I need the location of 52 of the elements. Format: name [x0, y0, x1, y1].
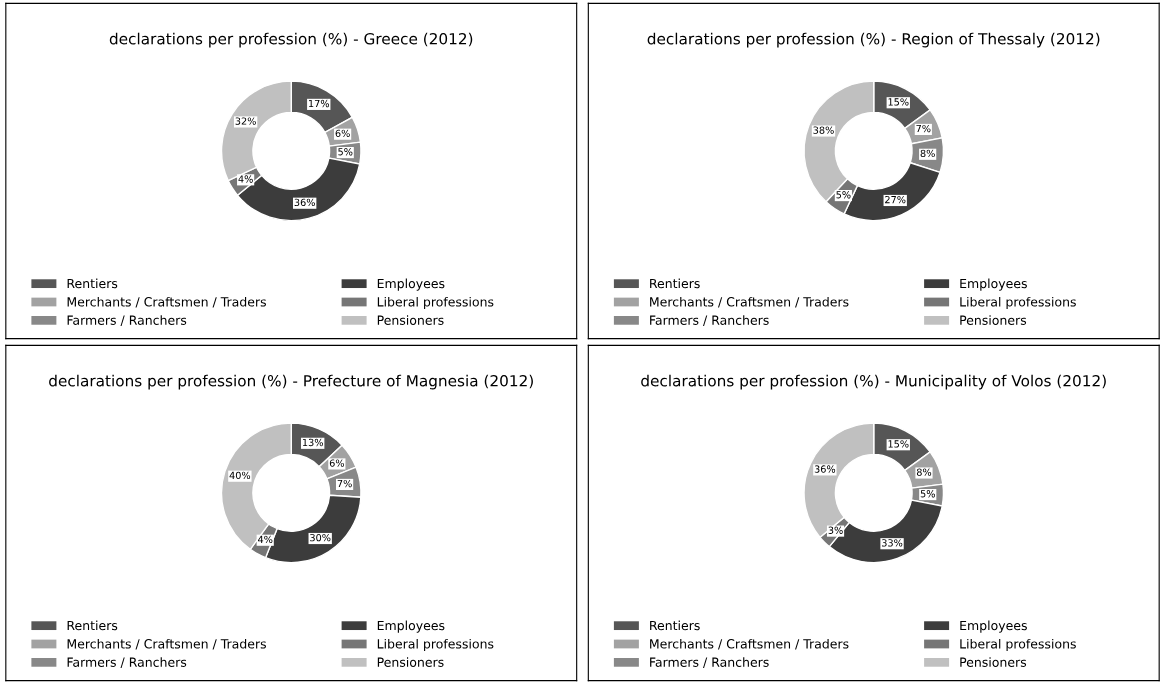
legend-label: Farmers / Ranchers	[650, 315, 769, 326]
legend-label: Rentiers	[650, 620, 700, 631]
legend-label: Merchants / Craftsmen / Traders	[650, 638, 849, 650]
legend-label: Merchants / Craftsmen / Traders	[67, 638, 266, 650]
legend-label: Rentiers	[650, 278, 700, 289]
chart-title: declarations per profession (%) - Greece (2012)	[109, 32, 473, 48]
data-label: 30%	[310, 533, 331, 542]
data-label: 6%	[329, 459, 345, 467]
legend-label: Farmers / Ranchers	[67, 315, 187, 326]
data-label: 15%	[888, 440, 909, 448]
data-label: 5%	[836, 191, 851, 199]
legend-label: Pensioners	[960, 657, 1027, 667]
data-label: 3%	[828, 526, 843, 534]
data-label: 38%	[813, 126, 834, 134]
legend-label: Liberal professions	[960, 296, 1076, 309]
legend-label: Merchants / Craftsmen / Traders	[67, 296, 266, 308]
data-label: 5%	[338, 148, 353, 156]
data-label: 15%	[888, 98, 909, 106]
chart-title: declarations per profession (%) - Region of Thessaly (2012)	[647, 32, 1100, 48]
legend-label: Pensioners	[377, 657, 444, 667]
legend-label: Pensioners	[377, 315, 444, 325]
legend-label: Liberal professions	[377, 638, 494, 651]
data-label: 4%	[257, 535, 273, 544]
data-label: 13%	[302, 438, 323, 447]
legend-label: Rentiers	[67, 620, 118, 631]
data-label: 27%	[885, 195, 906, 204]
data-label: 36%	[294, 198, 315, 207]
data-label: 4%	[238, 175, 253, 183]
legend-label: Merchants / Craftsmen / Traders	[650, 296, 849, 308]
legend-label: Liberal professions	[377, 296, 494, 309]
data-label: 40%	[229, 471, 251, 480]
legend-label: Employees	[377, 620, 445, 633]
legend-label: Liberal professions	[960, 638, 1076, 651]
data-label: 7%	[337, 479, 352, 488]
data-label: 8%	[920, 149, 935, 158]
chart-title: declarations per profession (%) - Prefecture of Magnesia (2012)	[49, 374, 533, 390]
data-label: 36%	[814, 465, 836, 473]
legend-label: Rentiers	[67, 278, 118, 289]
legend-label: Farmers / Ranchers	[67, 657, 187, 668]
data-label: 33%	[881, 539, 903, 547]
data-label: 7%	[916, 124, 931, 133]
legend-label: Employees	[960, 620, 1027, 633]
data-label: 8%	[916, 468, 932, 476]
data-label: 32%	[235, 117, 256, 125]
data-label: 5%	[920, 490, 935, 498]
legend-label: Pensioners	[960, 315, 1027, 325]
legend-label: Farmers / Ranchers	[650, 657, 769, 668]
data-label: 6%	[335, 129, 350, 138]
data-label: 17%	[309, 99, 330, 108]
legend-label: Employees	[960, 278, 1027, 291]
legend-label: Employees	[377, 278, 445, 291]
chart-title: declarations per profession (%) - Municipality of Volos (2012)	[641, 374, 1106, 390]
